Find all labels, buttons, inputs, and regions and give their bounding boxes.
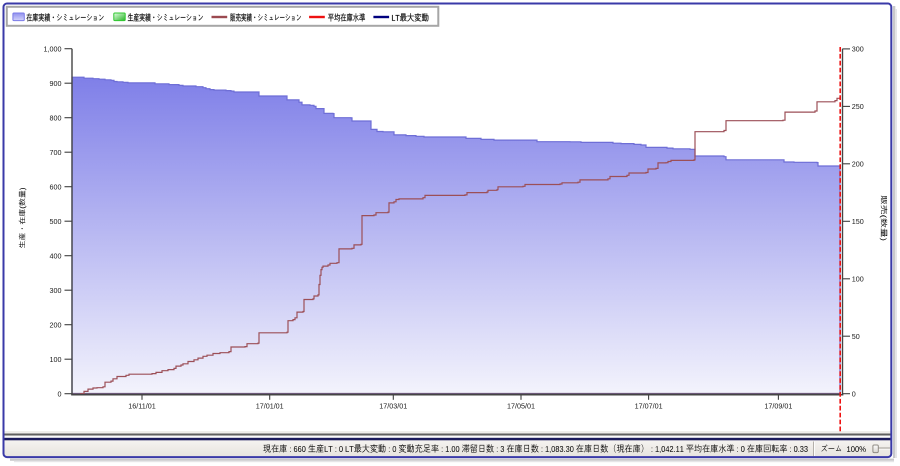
svg-text:150: 150: [852, 217, 864, 226]
svg-text:17/07/01: 17/07/01: [635, 401, 663, 410]
svg-text:0: 0: [852, 389, 856, 398]
svg-text:800: 800: [50, 113, 62, 122]
svg-text:600: 600: [50, 182, 62, 191]
svg-text:700: 700: [50, 148, 62, 157]
svg-text:250: 250: [852, 102, 864, 111]
svg-text:500: 500: [50, 217, 62, 226]
svg-text:1,000: 1,000: [44, 44, 62, 53]
svg-text:200: 200: [852, 159, 864, 168]
svg-text:900: 900: [50, 79, 62, 88]
svg-text:100: 100: [852, 274, 864, 283]
svg-text:17/01/01: 17/01/01: [256, 401, 284, 410]
svg-text:17/09/01: 17/09/01: [764, 401, 792, 410]
svg-text:300: 300: [50, 286, 62, 295]
svg-text:0: 0: [58, 389, 62, 398]
svg-text:50: 50: [852, 332, 860, 341]
svg-text:300: 300: [852, 45, 864, 54]
svg-text:17/03/01: 17/03/01: [379, 401, 407, 410]
svg-text:200: 200: [50, 320, 62, 329]
svg-text:400: 400: [50, 251, 62, 260]
svg-text:17/05/01: 17/05/01: [507, 401, 535, 410]
svg-text:16/11/01: 16/11/01: [128, 401, 155, 410]
svg-text:100: 100: [50, 355, 62, 364]
